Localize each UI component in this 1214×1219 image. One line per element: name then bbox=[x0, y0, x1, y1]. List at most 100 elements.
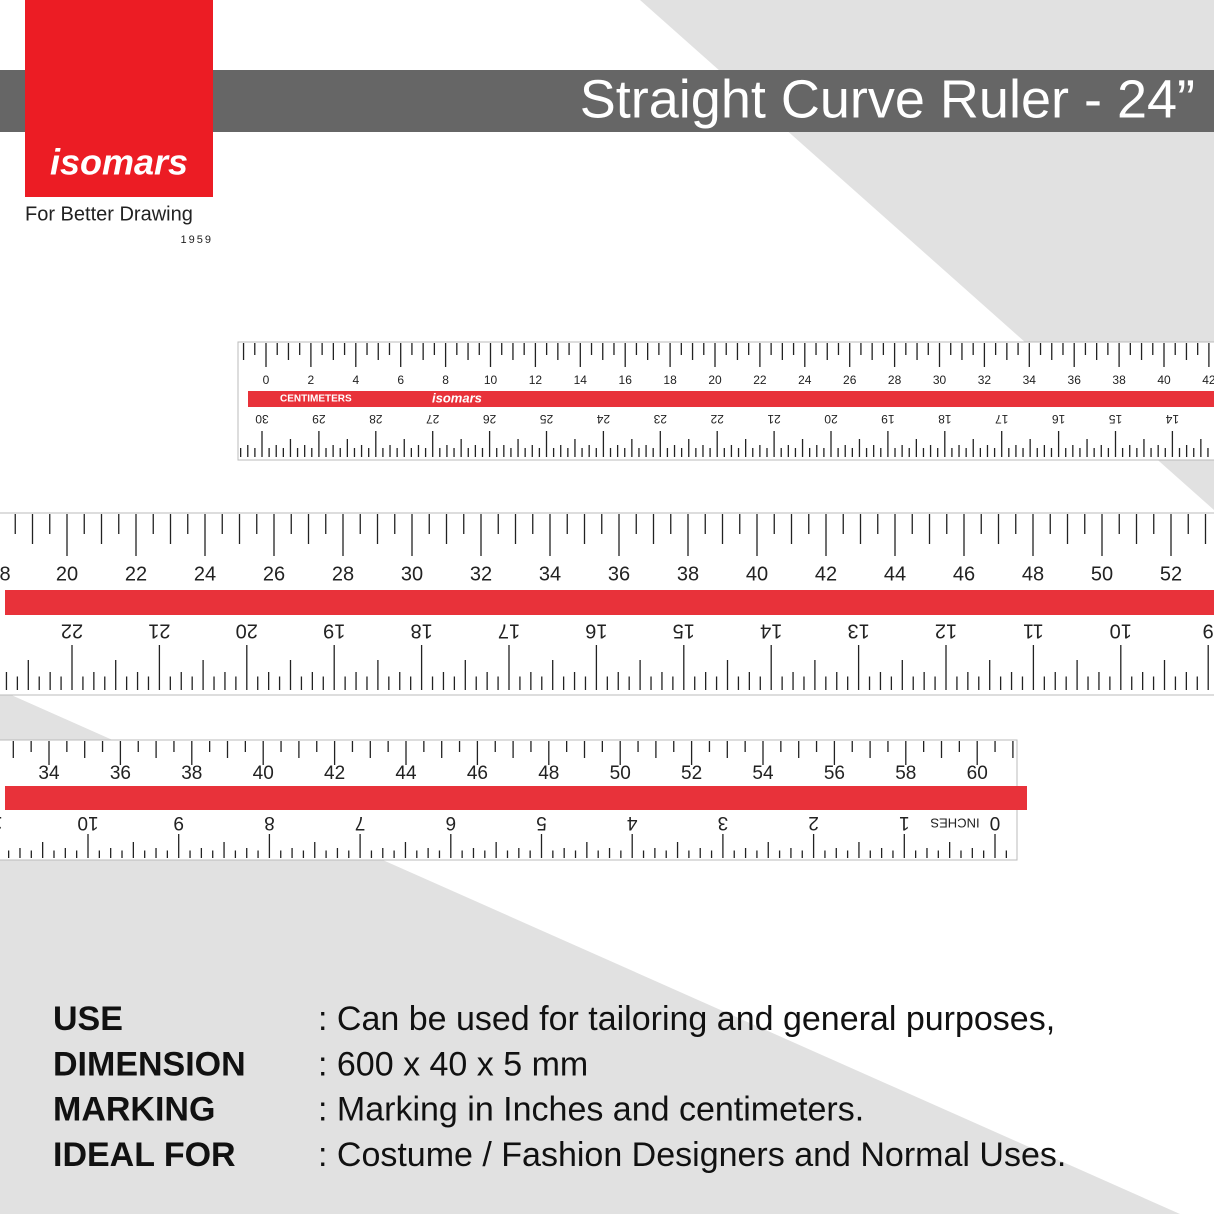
logo-box bbox=[25, 0, 213, 197]
ruler-label: 48 bbox=[538, 763, 559, 784]
ruler-label: 42 bbox=[324, 763, 345, 784]
ruler-label: 38 bbox=[677, 563, 699, 585]
ruler-label: 44 bbox=[884, 563, 906, 585]
ruler-label: 17 bbox=[995, 412, 1009, 426]
ruler-label: 56 bbox=[824, 763, 845, 784]
ruler-label: 16 bbox=[1052, 412, 1066, 426]
ruler-band bbox=[248, 391, 1214, 407]
ruler-label: 10 bbox=[77, 812, 98, 833]
title: Straight Curve Ruler - 24” bbox=[580, 69, 1195, 129]
ruler-label: 8 bbox=[442, 373, 449, 387]
ruler-label: 20 bbox=[236, 620, 258, 642]
ruler-label: 34 bbox=[38, 763, 60, 784]
ruler-label: 34 bbox=[539, 563, 561, 585]
ruler-label: 30 bbox=[255, 412, 269, 426]
ruler-label: 22 bbox=[61, 620, 83, 642]
ruler: 0 2 4 6 8 10 12 14 16 18 20 22 24 26 28 30 32 34 36 38 40 423… bbox=[237, 341, 1214, 461]
ruler-band bbox=[5, 786, 1027, 810]
specs: USE : Can be used for tailoring and gener… bbox=[53, 1000, 1066, 1174]
ruler-label: 28 bbox=[332, 563, 354, 585]
ruler-label: 0 bbox=[263, 373, 270, 387]
ruler-label: 6 bbox=[397, 373, 404, 387]
logo-tagline: For Better Drawing bbox=[25, 203, 193, 225]
ruler-label: 34 bbox=[1023, 373, 1037, 387]
ruler-label: 21 bbox=[148, 620, 170, 642]
ruler-label: 16 bbox=[585, 620, 607, 642]
ruler-label: 3 bbox=[718, 812, 729, 833]
rulers: 0 2 4 6 8 10 12 14 16 18 20 22 24 26 28 30 32 34 36 38 40 423… bbox=[0, 341, 1214, 861]
ruler-label: 26 bbox=[483, 412, 497, 426]
ruler-label: 36 bbox=[1068, 373, 1082, 387]
ruler-label: 13 bbox=[847, 620, 869, 642]
ruler-label: 4 bbox=[352, 373, 359, 387]
ruler-label: 32 bbox=[978, 373, 992, 387]
ruler-label: 23 bbox=[653, 412, 667, 426]
band-text: isomars bbox=[432, 390, 482, 405]
ruler-label: 48 bbox=[1022, 563, 1044, 585]
ruler-label: 58 bbox=[895, 763, 916, 784]
ruler-label: 30 bbox=[401, 563, 423, 585]
ruler-label: 36 bbox=[110, 763, 131, 784]
spec-value: : Can be used for tailoring and general … bbox=[318, 1000, 1055, 1038]
ruler-label: 40 bbox=[1157, 373, 1171, 387]
spec-label: USE bbox=[53, 1000, 123, 1038]
logo-brand: isomars bbox=[50, 142, 188, 183]
ruler-label: 8 bbox=[264, 812, 275, 833]
ruler-label: 38 bbox=[181, 763, 202, 784]
spec-value: : 600 x 40 x 5 mm bbox=[318, 1045, 588, 1083]
spec-label: DIMENSION bbox=[53, 1045, 246, 1083]
spec-label: MARKING bbox=[53, 1091, 215, 1129]
ruler-label: 14 bbox=[574, 373, 588, 387]
ruler-label: 32 bbox=[470, 563, 492, 585]
ruler-band bbox=[5, 590, 1214, 615]
ruler-label: 40 bbox=[746, 563, 768, 585]
ruler-label: 54 bbox=[752, 763, 774, 784]
ruler-label: 46 bbox=[953, 563, 975, 585]
ruler-label: 18 bbox=[410, 620, 432, 642]
ruler-label: 42 bbox=[815, 563, 837, 585]
ruler-label: 29 bbox=[312, 412, 326, 426]
ruler-label: 22 bbox=[710, 412, 724, 426]
ruler-label: 6 bbox=[446, 812, 457, 833]
ruler-label: 40 bbox=[253, 763, 274, 784]
ruler-label: 52 bbox=[1160, 563, 1182, 585]
ruler-label: 2 bbox=[808, 812, 819, 833]
ruler-label: 12 bbox=[529, 373, 543, 387]
ruler-label: 16 bbox=[619, 373, 633, 387]
ruler-label: 11 bbox=[1023, 620, 1044, 642]
ruler-label: 12 bbox=[935, 620, 957, 642]
ruler-label: 5 bbox=[536, 812, 547, 833]
ruler-label: 15 bbox=[673, 620, 695, 642]
ruler-label: 18 bbox=[938, 412, 952, 426]
ruler-label: 26 bbox=[263, 563, 285, 585]
ruler-label: 19 bbox=[323, 620, 345, 642]
ruler-label: 36 bbox=[608, 563, 630, 585]
ruler-label: 4 bbox=[626, 812, 637, 833]
ruler-label: 18 bbox=[663, 373, 677, 387]
ruler-label: 20 bbox=[56, 563, 78, 585]
spec-value: : Marking in Inches and centimeters. bbox=[318, 1091, 864, 1129]
ruler-label: 9 bbox=[173, 812, 184, 833]
ruler-label: 20 bbox=[824, 412, 838, 426]
spec-label: IDEAL FOR bbox=[53, 1136, 236, 1174]
ruler-label: 21 bbox=[767, 412, 781, 426]
ruler-label: 10 bbox=[1110, 620, 1132, 642]
ruler-label: 46 bbox=[467, 763, 488, 784]
ruler-label: 9 bbox=[1203, 620, 1214, 642]
ruler: 8 20 22 24 26 28 30 32 34 36 38 40 42 44 46 48 50 52 22 21 2… bbox=[0, 512, 1214, 696]
ruler-label: 50 bbox=[610, 763, 631, 784]
ruler-label: 27 bbox=[426, 412, 440, 426]
ruler-label: 8 bbox=[0, 563, 11, 585]
ruler-label: 28 bbox=[369, 412, 383, 426]
ruler-label: 24 bbox=[596, 412, 610, 426]
unit-label: INCHES bbox=[930, 816, 979, 831]
ruler-label: 26 bbox=[843, 373, 857, 387]
ruler-label: 42 bbox=[1202, 373, 1214, 387]
ruler-label: 14 bbox=[1165, 412, 1179, 426]
ruler-label: 25 bbox=[540, 412, 554, 426]
ruler-label: 38 bbox=[1112, 373, 1126, 387]
ruler-label: 52 bbox=[681, 763, 702, 784]
ruler-label: 22 bbox=[753, 373, 767, 387]
ruler-label: 24 bbox=[194, 563, 216, 585]
